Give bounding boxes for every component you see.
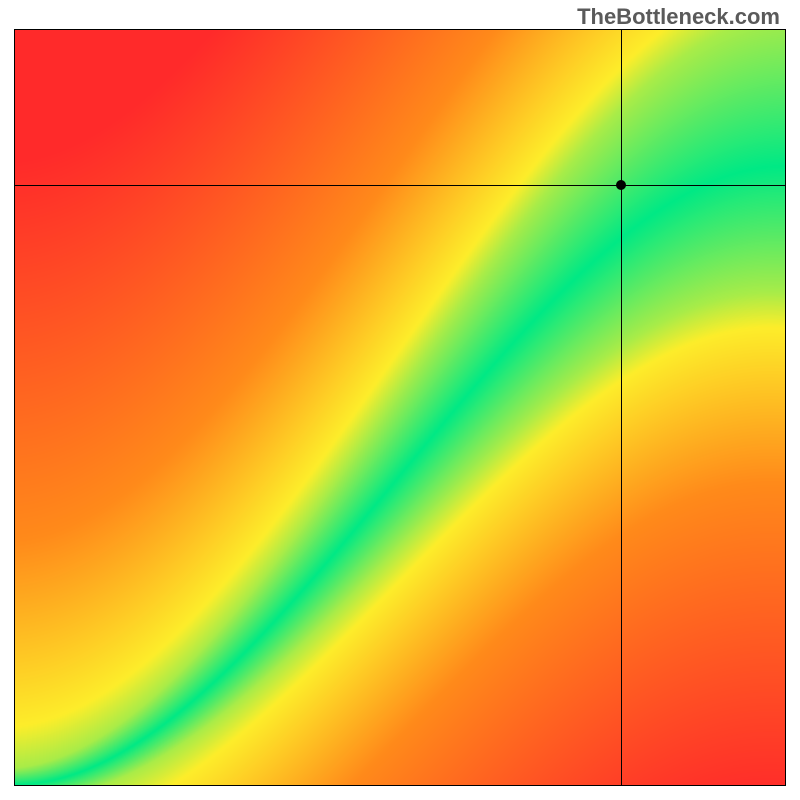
crosshair-vertical [621, 30, 622, 785]
watermark-text: TheBottleneck.com [577, 4, 780, 30]
chart-border [14, 29, 786, 786]
crosshair-horizontal [15, 185, 785, 186]
crosshair-marker [616, 180, 626, 190]
